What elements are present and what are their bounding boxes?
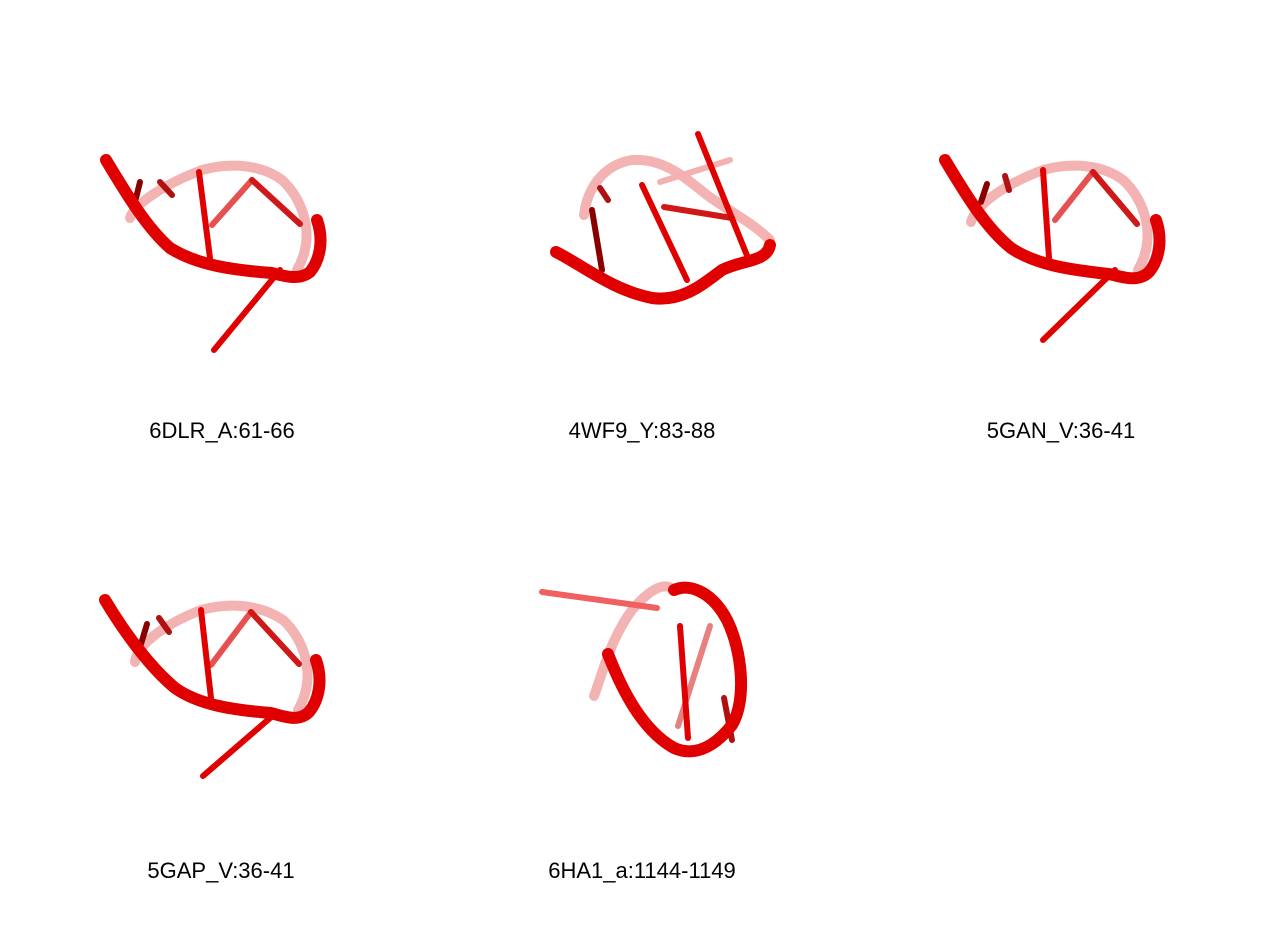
rna-structure-render (539, 581, 747, 758)
structure-label: 6HA1_a:1144-1149 (548, 858, 736, 883)
structure-panel-1: 6DLR_A:61-66 (72, 110, 372, 443)
structure-label: 5GAN_V:36-41 (986, 418, 1136, 443)
structure-panel-5: 6HA1_a:1144-1149 (492, 550, 792, 883)
structure-label: 5GAP_V:36-41 (147, 858, 295, 883)
rna-structure-render (550, 131, 776, 305)
structure-panel-2: 4WF9_Y:83-88 (492, 110, 792, 443)
rna-structure-render (939, 154, 1166, 343)
structure-panel-3: 5GAN_V:36-41 (911, 110, 1211, 443)
structure-label: 4WF9_Y:83-88 (568, 418, 716, 443)
structure-panel-4: 5GAP_V:36-41 (71, 550, 371, 883)
structure-label: 6DLR_A:61-66 (149, 418, 295, 443)
rna-structure-render (99, 594, 326, 779)
rna-structure-render (100, 154, 327, 353)
